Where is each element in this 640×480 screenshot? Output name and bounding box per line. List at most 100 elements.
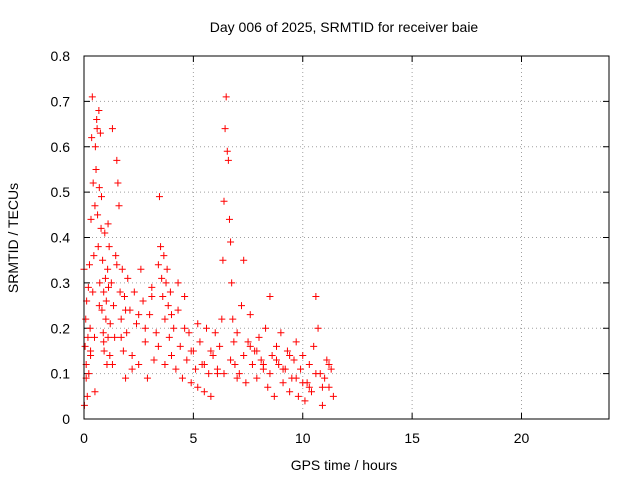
data-point — [160, 252, 168, 260]
data-point — [230, 338, 238, 346]
data-point — [292, 374, 300, 382]
x-tick-label: 0 — [80, 430, 88, 446]
x-tick-label: 15 — [404, 430, 420, 446]
data-point — [85, 261, 93, 269]
data-point — [318, 401, 326, 409]
data-point — [161, 361, 169, 369]
y-axis-label: SRMTID / TECUs — [5, 183, 21, 293]
data-point — [216, 342, 224, 350]
data-point — [246, 311, 254, 319]
data-point — [88, 93, 96, 101]
y-axis-ticks: 0 0.1 0.2 0.3 0.4 0.5 0.6 0.7 0.8 — [51, 48, 609, 427]
data-point — [104, 333, 112, 341]
data-point — [308, 388, 315, 396]
chart-title: Day 006 of 2025, SRMTID for receiver bai… — [210, 19, 479, 35]
data-point — [108, 361, 116, 369]
data-point — [106, 351, 114, 359]
data-point — [84, 283, 92, 291]
data-point — [227, 356, 235, 364]
data-point — [141, 324, 149, 332]
data-point — [96, 279, 104, 287]
data-point — [207, 347, 215, 355]
data-point — [270, 392, 278, 400]
data-point — [203, 324, 210, 332]
data-point — [112, 252, 120, 260]
data-point — [174, 306, 182, 314]
data-point — [101, 274, 109, 282]
data-point — [220, 197, 228, 205]
data-point — [248, 361, 256, 369]
data-point — [105, 283, 112, 291]
data-point — [155, 193, 163, 201]
data-point — [92, 165, 100, 173]
data-point — [225, 215, 233, 223]
data-point — [255, 333, 263, 341]
data-point — [168, 351, 175, 359]
y-tick-label: 0.8 — [51, 48, 71, 64]
x-tick-label: 20 — [514, 430, 530, 446]
data-point — [85, 370, 93, 378]
data-point — [283, 347, 291, 355]
data-point — [268, 351, 276, 359]
y-tick-label: 0.3 — [51, 275, 71, 291]
data-point — [242, 379, 250, 387]
data-point — [194, 383, 202, 391]
data-point — [118, 265, 126, 273]
data-point — [290, 356, 298, 364]
data-point — [90, 252, 98, 260]
data-point — [139, 297, 147, 305]
data-point — [176, 342, 184, 350]
data-point — [233, 329, 241, 337]
data-point — [220, 370, 228, 378]
x-tick-label: 10 — [295, 430, 311, 446]
data-point — [166, 288, 174, 296]
data-point — [148, 283, 156, 291]
data-point — [227, 238, 235, 246]
data-point — [233, 374, 241, 382]
data-point — [223, 147, 231, 155]
data-point — [133, 320, 140, 328]
data-point — [89, 179, 97, 187]
data-point — [148, 292, 156, 300]
data-point — [273, 356, 280, 364]
data-point — [95, 302, 103, 310]
data-point — [305, 383, 313, 391]
data-point — [89, 288, 97, 296]
data-point — [113, 261, 121, 269]
data-point — [294, 392, 302, 400]
data-point — [301, 397, 309, 405]
data-point — [318, 383, 326, 391]
data-point — [286, 351, 294, 359]
data-point — [246, 342, 254, 350]
data-point — [327, 365, 335, 373]
grid-lines — [84, 56, 609, 419]
data-point — [122, 306, 130, 314]
data-point — [286, 388, 294, 396]
y-tick-label: 0.6 — [51, 139, 71, 155]
data-point — [159, 292, 167, 300]
data-point — [87, 215, 95, 223]
data-point — [114, 179, 122, 187]
data-point — [170, 324, 178, 332]
data-point — [219, 256, 227, 264]
data-point — [273, 342, 280, 350]
data-point — [279, 365, 287, 373]
data-point — [229, 315, 237, 323]
data-point — [196, 338, 204, 346]
data-point — [321, 374, 329, 382]
data-point — [98, 306, 106, 314]
data-point — [91, 143, 99, 151]
data-point — [87, 347, 95, 355]
y-tick-label: 0.2 — [51, 320, 71, 336]
x-tick-label: 5 — [189, 430, 197, 446]
data-point — [117, 333, 125, 341]
data-point — [323, 356, 331, 364]
x-axis-ticks: 0 5 10 15 20 — [80, 56, 529, 446]
data-point — [164, 302, 172, 310]
data-point — [94, 243, 102, 251]
data-point — [228, 279, 236, 287]
data-point — [162, 279, 170, 287]
data-point — [178, 374, 186, 382]
data-point — [135, 311, 143, 319]
